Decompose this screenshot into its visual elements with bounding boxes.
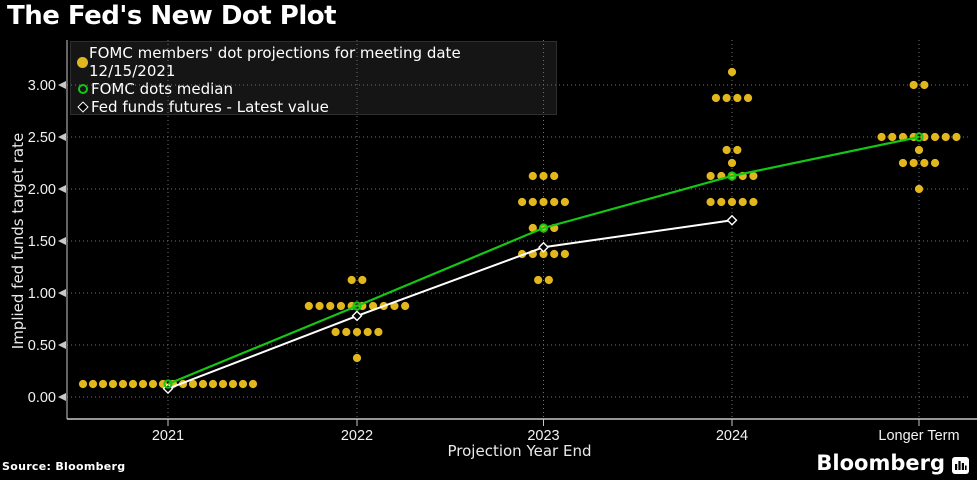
open-diamond-icon [77, 101, 89, 113]
x-tick-labels: 2021 2022 2023 2024 Longer Term [152, 419, 960, 444]
svg-text:2.00: 2.00 [28, 182, 56, 198]
source-credit: Source: Bloomberg [2, 460, 126, 473]
filled-circle-icon [77, 56, 88, 68]
legend-label: Fed funds futures - Latest value [91, 98, 329, 116]
legend-item-futures: Fed funds futures - Latest value [77, 98, 550, 116]
svg-text:2.50: 2.50 [28, 130, 56, 146]
bloomberg-terminal-icon [952, 455, 969, 474]
svg-text:0.50: 0.50 [28, 338, 56, 354]
svg-text:0.00: 0.00 [28, 390, 56, 406]
legend-label: FOMC dots median [91, 80, 234, 98]
open-circle-icon [78, 84, 88, 94]
horizontal-gridlines [67, 84, 970, 398]
legend-item-median: FOMC dots median [77, 80, 550, 98]
bloomberg-logo: Bloomberg [816, 451, 969, 475]
fed-funds-futures-line [162, 214, 738, 395]
bloomberg-logo-text: Bloomberg [816, 451, 945, 475]
x-axis-title: Projection Year End [447, 442, 592, 460]
legend-item-fomc-dots: FOMC members' dot projections for meetin… [77, 44, 550, 80]
svg-text:1.50: 1.50 [28, 234, 56, 250]
y-axis-title: Implied fed funds target rate [9, 132, 27, 350]
svg-text:3.00: 3.00 [28, 78, 56, 94]
y-tick-labels: 0.00 0.50 1.00 1.50 2.00 2.50 3.00 [28, 78, 66, 406]
svg-text:1.00: 1.00 [28, 286, 56, 302]
legend-label: FOMC members' dot projections for meetin… [89, 44, 461, 80]
legend: FOMC members' dot projections for meetin… [70, 41, 557, 116]
fomc-median-line [163, 132, 924, 389]
chart-title: The Fed's New Dot Plot [7, 1, 337, 31]
